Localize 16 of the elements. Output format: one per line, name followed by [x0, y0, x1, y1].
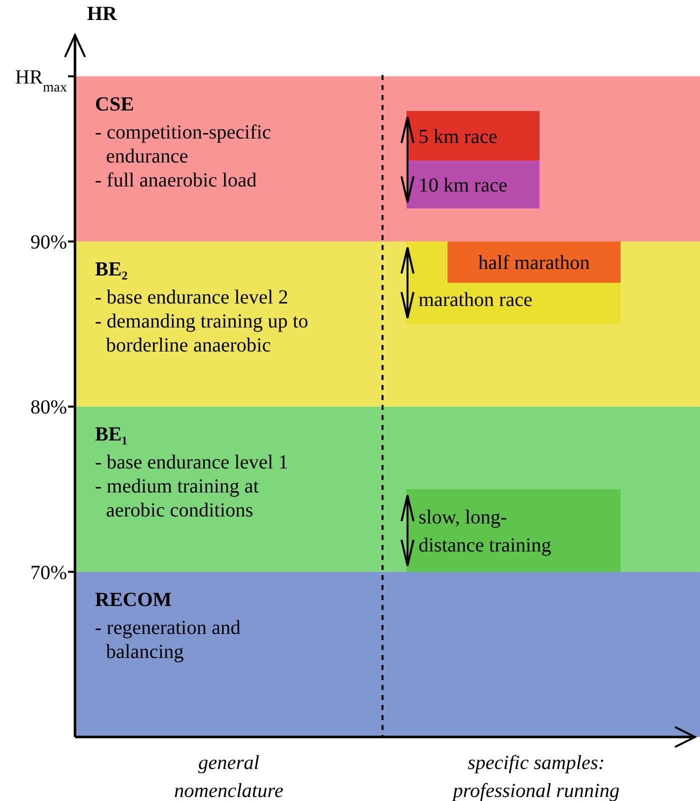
y-axis-title: HR	[87, 3, 118, 25]
y-tick-label: 90%	[30, 231, 67, 254]
y-tick-label: 80%	[30, 396, 67, 419]
x-tick-label: specific samples: professional running	[451, 752, 620, 801]
series-label: 5 km race	[418, 126, 498, 148]
y-tick-label: 70%	[30, 562, 67, 584]
band-label: RECOM - regeneration and balancing	[95, 588, 240, 663]
series-label: marathon race	[418, 288, 532, 311]
band-label: BE₂ - base endurance level 2 - demanding training up to borderline anaerobic	[95, 258, 308, 356]
x-tick-label: general nomenclature	[174, 752, 284, 801]
series-label: 10 km race	[418, 174, 508, 196]
series-label: slow, long- distance training	[418, 506, 552, 557]
series-label: half marathon	[478, 252, 590, 274]
y-tick-label: HR$_{max}$	[15, 66, 67, 95]
band-label: BE₁ - base endurance level 1 - medium training at aerobic conditions	[95, 424, 288, 522]
band-label: CSE - competition-specific endurance - full anaerobic load	[95, 93, 272, 192]
